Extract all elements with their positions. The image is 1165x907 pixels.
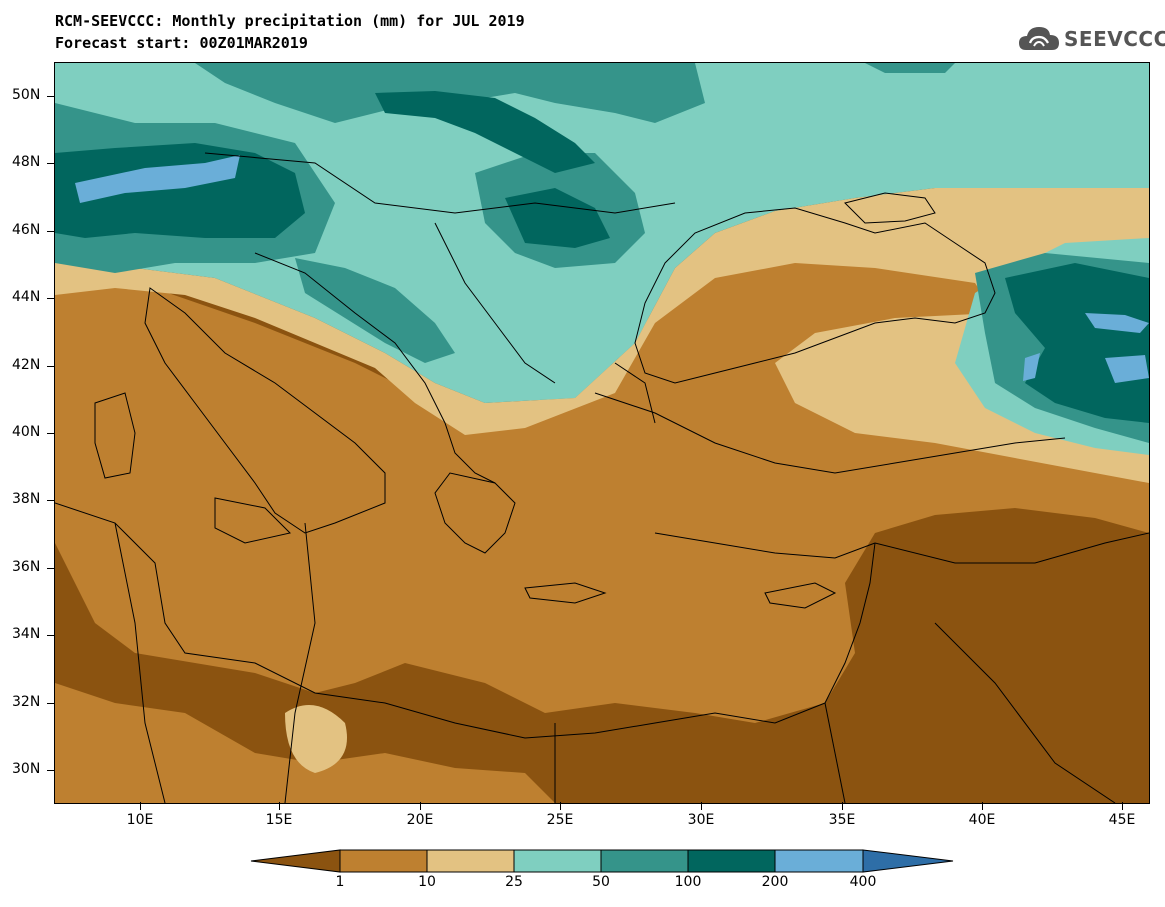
lon-label-40e: 40E — [968, 812, 996, 828]
coast-sicily — [214, 497, 291, 544]
colorbar-label-10: 10 — [418, 874, 436, 890]
cloud-icon — [1019, 27, 1059, 50]
coast-cyprus — [764, 582, 837, 609]
lon-label-35e: 35E — [828, 812, 856, 828]
lat-label-44n: 44N — [12, 289, 41, 305]
border-4 — [874, 532, 1149, 564]
coast-sardinia — [94, 392, 136, 479]
border-6 — [824, 702, 846, 803]
lat-tick — [47, 231, 55, 232]
colorbar-segment-gt400 — [862, 849, 954, 873]
precipitation-map — [54, 62, 1150, 804]
colorbar-label-1: 1 — [335, 874, 345, 890]
border-1 — [204, 152, 676, 214]
lat-label-48n: 48N — [12, 154, 41, 170]
lon-tick — [701, 802, 702, 810]
coast-italy — [144, 287, 386, 534]
lat-label-34n: 34N — [12, 626, 41, 642]
zone-50-100mm-east-top — [865, 63, 955, 73]
colorbar-label-25: 25 — [505, 874, 523, 890]
lat-tick — [47, 433, 55, 434]
coast-africa — [55, 502, 826, 739]
zone-1-10mm-italy — [55, 293, 305, 533]
zone-100-200mm-north — [375, 91, 595, 173]
zone-100-200mm-alps — [55, 143, 305, 238]
lat-label-30n: 30N — [12, 761, 41, 777]
lat-label-38n: 38N — [12, 491, 41, 507]
lon-tick — [420, 802, 421, 810]
lon-label-45e: 45E — [1108, 812, 1136, 828]
lon-label-15e: 15E — [265, 812, 293, 828]
coast-balkan — [254, 252, 496, 484]
lat-label-50n: 50N — [12, 87, 41, 103]
coast-turkey-south — [654, 532, 876, 559]
border-3 — [614, 362, 656, 424]
lat-label-42n: 42N — [12, 357, 41, 373]
zone-1-10mm-south — [55, 683, 555, 803]
lat-tick — [47, 163, 55, 164]
colorbar-segment-1-10 — [339, 849, 428, 873]
colorbar-segment-10-25 — [426, 849, 515, 873]
coast-levant — [824, 542, 876, 704]
lon-label-20e: 20E — [406, 812, 434, 828]
coast-turkey — [594, 392, 1066, 474]
logo-text: SEEVCCC — [1064, 27, 1165, 51]
lon-label-25e: 25E — [546, 812, 574, 828]
zone-200-400mm-cauc3 — [1023, 353, 1040, 381]
lat-tick — [47, 96, 55, 97]
lon-tick — [140, 802, 141, 810]
lon-tick — [982, 802, 983, 810]
lon-tick — [1122, 802, 1123, 810]
coast-crete — [524, 582, 607, 604]
lat-tick — [47, 298, 55, 299]
coast-greece — [434, 472, 516, 554]
lon-label-10e: 10E — [126, 812, 154, 828]
lat-label-46n: 46N — [12, 222, 41, 238]
zone-100-200mm-cauc — [1005, 263, 1149, 423]
colorbar-segment-25-50 — [513, 849, 602, 873]
colorbar-label-400: 400 — [849, 874, 877, 890]
lat-tick — [47, 500, 55, 501]
zone-200-400mm-alps — [75, 155, 240, 203]
lon-tick — [279, 802, 280, 810]
colorbar-segment-lt1 — [250, 849, 341, 873]
lat-tick — [47, 703, 55, 704]
border-9 — [114, 522, 166, 803]
colorbar-segment-50-100 — [600, 849, 689, 873]
lat-tick — [47, 568, 55, 569]
forecast-start-label: Forecast start: 00Z01MAR2019 — [55, 34, 308, 52]
lon-tick — [842, 802, 843, 810]
lat-tick — [47, 635, 55, 636]
seevccc-logo: SEEVCCC — [1018, 22, 1165, 56]
colorbar-label-200: 200 — [761, 874, 789, 890]
border-7 — [934, 622, 1116, 803]
lat-label-32n: 32N — [12, 694, 41, 710]
zone-1-10mm-blob — [285, 705, 347, 773]
lat-tick — [47, 770, 55, 771]
zone-200-400mm-cauc1 — [1085, 313, 1149, 333]
zone-200-400mm-cauc2 — [1105, 355, 1149, 383]
border-8 — [284, 522, 316, 803]
map-title: RCM-SEEVCCC: Monthly precipitation (mm) … — [55, 12, 525, 30]
colorbar-label-100: 100 — [674, 874, 702, 890]
zone-10-25mm — [55, 188, 1149, 483]
coast-azov — [844, 192, 936, 224]
lat-tick — [47, 366, 55, 367]
colorbar — [250, 849, 954, 873]
colorbar-label-50: 50 — [592, 874, 610, 890]
colorbar-segment-100-200 — [687, 849, 776, 873]
lon-tick — [560, 802, 561, 810]
coast-blacksea — [634, 207, 996, 384]
lat-label-36n: 36N — [12, 559, 41, 575]
border-2 — [434, 222, 556, 384]
colorbar-segment-200-400 — [774, 849, 864, 873]
zone-50-100mm-balkan — [295, 258, 455, 363]
lat-label-40n: 40N — [12, 424, 41, 440]
lon-label-30e: 30E — [687, 812, 715, 828]
